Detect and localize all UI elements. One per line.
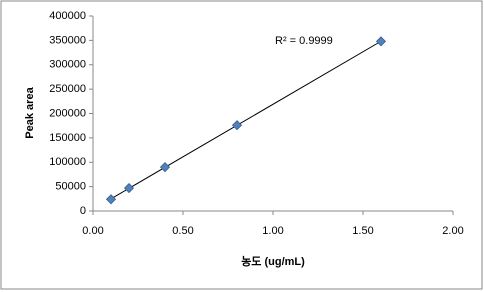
data-point bbox=[159, 162, 171, 173]
r-squared-annotation: R² = 0.9999 bbox=[275, 35, 333, 47]
x-tick-label: 1.00 bbox=[262, 225, 283, 237]
trendline bbox=[110, 40, 382, 200]
y-axis-title: Peak area bbox=[24, 86, 36, 138]
y-tick-label: 100000 bbox=[49, 156, 86, 168]
x-tick-label: 0.50 bbox=[172, 225, 193, 237]
x-tick-label: 1.50 bbox=[352, 225, 373, 237]
y-tick-label: 400000 bbox=[49, 10, 86, 22]
x-tick-label: 2.00 bbox=[442, 225, 463, 237]
data-point bbox=[123, 183, 135, 194]
y-tick-label: 200000 bbox=[49, 107, 86, 119]
y-tick-label: 250000 bbox=[49, 83, 86, 95]
x-tick-label: 0.00 bbox=[82, 225, 103, 237]
data-point bbox=[375, 36, 387, 47]
y-tick-label: 150000 bbox=[49, 132, 86, 144]
x-axis-title: 농도 (ug/mL) bbox=[241, 255, 305, 268]
y-tick-label: 50000 bbox=[55, 181, 86, 193]
y-tick-label: 0 bbox=[80, 205, 86, 217]
data-point bbox=[231, 120, 243, 131]
data-point bbox=[105, 194, 117, 205]
y-tick-label: 350000 bbox=[49, 34, 86, 46]
y-tick-label: 300000 bbox=[49, 59, 86, 71]
